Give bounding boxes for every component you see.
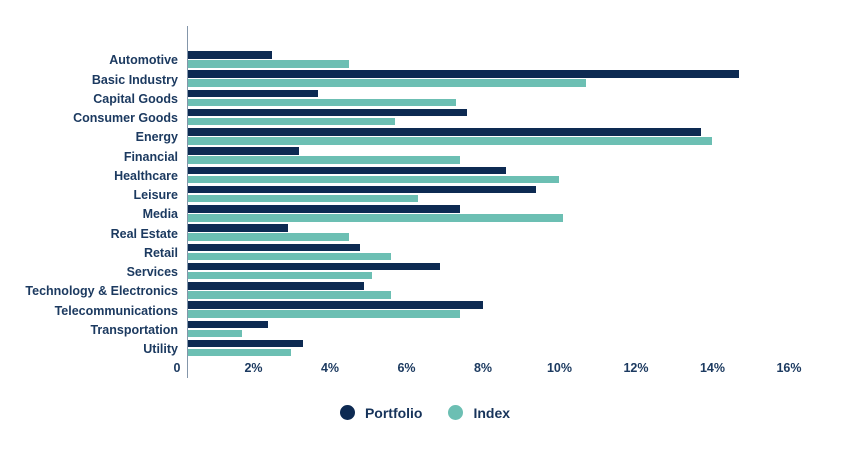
bar-index-healthcare bbox=[188, 175, 559, 183]
bar-index-utility bbox=[188, 348, 292, 357]
category-label-retail: Retail bbox=[143, 245, 178, 260]
category-label-technology-electronics: Technology & Electronics bbox=[25, 284, 178, 299]
bar-index-real-estate bbox=[188, 233, 349, 241]
bar-portfolio-basic-industry bbox=[188, 70, 739, 78]
bar-portfolio-technology-electronics bbox=[188, 282, 364, 290]
category-axis-line bbox=[187, 26, 188, 378]
category-label-transportation: Transportation bbox=[90, 322, 178, 337]
category-label-leisure: Leisure bbox=[133, 188, 178, 203]
bar-group-capital-goods bbox=[188, 89, 838, 109]
bar-index-financial bbox=[188, 156, 460, 164]
bar-group-telecommunications bbox=[188, 301, 838, 320]
category-label-telecommunications: Telecommunications bbox=[54, 303, 178, 318]
bar-portfolio-media bbox=[188, 205, 460, 213]
bar-group-media bbox=[188, 205, 838, 224]
legend-index-swatch-icon bbox=[448, 405, 464, 420]
category-label-healthcare: Healthcare bbox=[114, 168, 178, 183]
bar-portfolio-real-estate bbox=[188, 224, 288, 232]
bar-index-capital-goods bbox=[188, 98, 456, 106]
category-label-automotive: Automotive bbox=[109, 53, 178, 68]
legend-item-portfolio: Portfolio bbox=[339, 404, 423, 421]
category-label-capital-goods: Capital Goods bbox=[93, 91, 178, 106]
bar-group-leisure bbox=[188, 185, 838, 205]
bar-group-retail bbox=[188, 243, 838, 263]
x-tick-label-14: 14% bbox=[699, 361, 726, 375]
bar-portfolio-energy bbox=[188, 128, 701, 136]
bar-group-utility bbox=[188, 339, 838, 359]
bar-group-transportation bbox=[188, 320, 838, 340]
category-label-energy: Energy bbox=[135, 130, 178, 145]
bar-group-basic-industry bbox=[188, 70, 838, 89]
legend-item-index: Index bbox=[448, 405, 510, 420]
bar-portfolio-healthcare bbox=[188, 166, 506, 174]
x-tick-label-16: 16% bbox=[776, 361, 802, 375]
bar-index-automotive bbox=[188, 60, 349, 68]
bar-portfolio-utility bbox=[188, 339, 303, 348]
bar-index-telecommunications bbox=[188, 310, 460, 318]
category-label-basic-industry: Basic Industry bbox=[91, 72, 178, 87]
category-label-real-estate: Real Estate bbox=[110, 226, 178, 241]
bar-group-consumer-goods bbox=[188, 108, 838, 128]
category-label-financial: Financial bbox=[123, 149, 178, 164]
x-tick-label-12: 12% bbox=[623, 361, 649, 375]
legend-portfolio-swatch-icon bbox=[339, 405, 355, 420]
bar-group-healthcare bbox=[188, 166, 838, 186]
bar-portfolio-transportation bbox=[188, 320, 269, 328]
plot-area bbox=[188, 51, 838, 359]
category-label-media: Media bbox=[142, 207, 178, 222]
bar-portfolio-telecommunications bbox=[188, 301, 483, 309]
x-tick-label-0: 0 bbox=[173, 361, 181, 375]
bar-index-energy bbox=[188, 137, 712, 145]
bar-index-retail bbox=[188, 252, 391, 260]
chart-legend: Portfolio Index bbox=[0, 405, 850, 420]
bar-group-financial bbox=[188, 147, 838, 166]
bar-group-real-estate bbox=[188, 224, 838, 243]
x-tick-label-4: 4% bbox=[320, 361, 340, 375]
bar-portfolio-retail bbox=[188, 243, 361, 251]
value-axis-tick-labels: 0 2% 4% 6% 8% 10% 12% 14% 16% bbox=[0, 361, 850, 377]
bar-portfolio-automotive bbox=[188, 51, 273, 59]
x-tick-label-2: 2% bbox=[244, 361, 263, 375]
bar-portfolio-services bbox=[188, 262, 441, 271]
bar-index-basic-industry bbox=[188, 79, 586, 87]
category-axis-labels: Automotive Basic Industry Capital Goods Con… bbox=[0, 51, 178, 359]
bar-index-leisure bbox=[188, 194, 418, 203]
bar-group-technology-electronics bbox=[188, 282, 838, 301]
legend-label-index: Index bbox=[473, 404, 511, 421]
x-tick-label-8: 8% bbox=[473, 361, 493, 375]
x-tick-label-10: 10% bbox=[546, 361, 573, 375]
bar-portfolio-leisure bbox=[188, 185, 537, 194]
bar-index-transportation bbox=[188, 329, 242, 337]
bar-group-services bbox=[188, 262, 838, 282]
bar-index-consumer-goods bbox=[188, 117, 395, 126]
legend-label-portfolio: Portfolio bbox=[364, 404, 423, 421]
bar-index-media bbox=[188, 214, 563, 222]
bar-index-technology-electronics bbox=[188, 291, 391, 299]
bar-portfolio-financial bbox=[188, 147, 299, 155]
bar-portfolio-capital-goods bbox=[188, 89, 318, 97]
category-label-consumer-goods: Consumer Goods bbox=[73, 111, 178, 126]
bar-portfolio-consumer-goods bbox=[188, 108, 468, 117]
bar-group-automotive bbox=[188, 51, 838, 70]
category-label-utility: Utility bbox=[143, 342, 178, 357]
bar-group-energy bbox=[188, 128, 838, 147]
bar-index-services bbox=[188, 271, 372, 280]
x-tick-label-6: 6% bbox=[397, 361, 416, 375]
category-label-services: Services bbox=[126, 265, 178, 280]
